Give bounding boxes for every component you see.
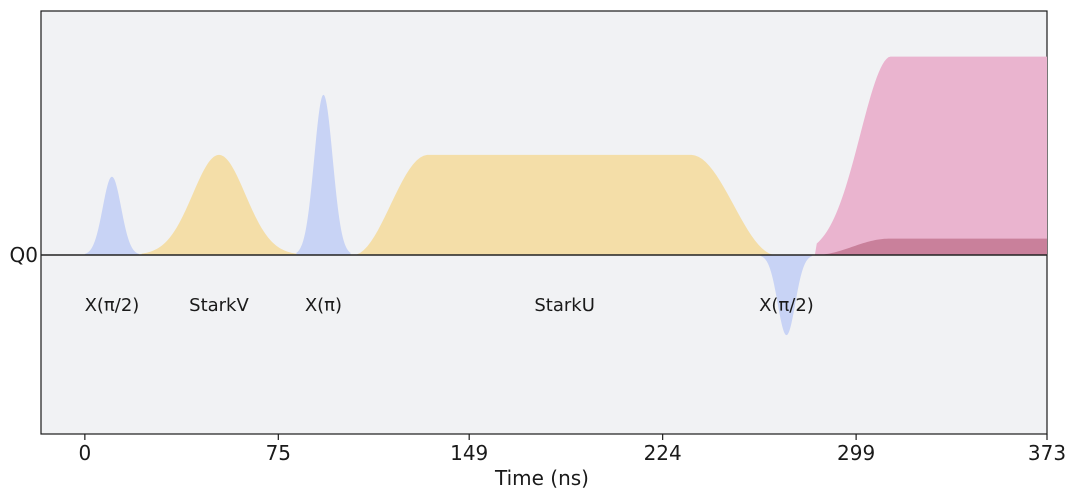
- x-tick-label-0: 0: [78, 441, 91, 465]
- channel-label-q0: Q0: [10, 243, 38, 267]
- pulse-3-waveform: [353, 154, 777, 255]
- pulse-3-label: StarkU: [534, 295, 595, 316]
- x-tick-label-3: 224: [644, 441, 682, 465]
- pulse-2-waveform: [296, 94, 351, 255]
- x-axis-label: Time (ns): [494, 466, 589, 490]
- pulse-4-label: X(π/2): [759, 295, 814, 316]
- x-axis: 0 75 149 224 299 373: [78, 434, 1066, 465]
- pulse-2-label: X(π): [305, 295, 342, 316]
- pulse-5-waveform: [814, 56, 1047, 256]
- pulse-0-waveform: [84, 176, 140, 255]
- pulse-label-layer: X(π/2) StarkV X(π) StarkU X(π/2): [85, 295, 814, 316]
- pulse-4-waveform: [760, 255, 813, 336]
- pulse-1-label: StarkV: [189, 295, 249, 316]
- x-tick-label-2: 149: [450, 441, 488, 465]
- x-tick-label-1: 75: [266, 441, 291, 465]
- x-tick-label-4: 299: [837, 441, 875, 465]
- pulse-1-waveform: [141, 154, 297, 255]
- x-tick-label-5: 373: [1028, 441, 1066, 465]
- pulse-0-label: X(π/2): [85, 295, 140, 316]
- pulse-layer: [84, 56, 1047, 336]
- pulse-5-inner-waveform: [814, 238, 1047, 255]
